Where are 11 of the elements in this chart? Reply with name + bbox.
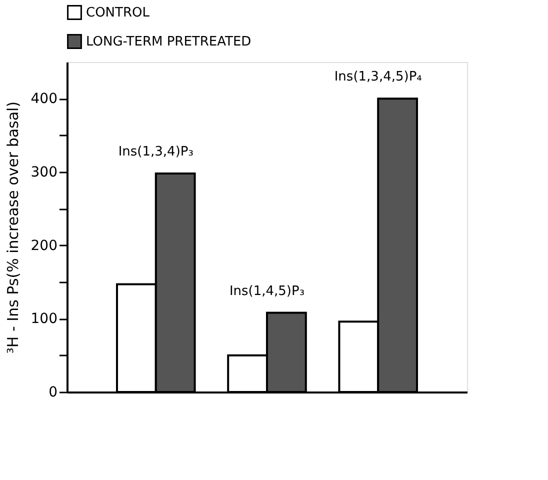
x-tick-label: Ins(1,4,5)P₃ (229, 284, 305, 299)
x-tick-label: Ins(1,3,4)P₃ (118, 144, 194, 160)
y-axis-title: ³H - Ins Ps(% increase over basal) (4, 101, 22, 354)
legend-label: LONG-TERM PRETREATED (86, 34, 252, 50)
y-tick-label: 400 (30, 91, 58, 108)
y-tick-label: 100 (30, 311, 58, 328)
y-tick-label: 0 (48, 384, 58, 400)
x-tick-label: Ins(1,3,4,5)P₄ (334, 70, 422, 85)
y-tick-label: 200 (30, 238, 58, 254)
y-tick-label: 300 (30, 164, 58, 180)
legend-label: CONTROL (86, 6, 150, 20)
